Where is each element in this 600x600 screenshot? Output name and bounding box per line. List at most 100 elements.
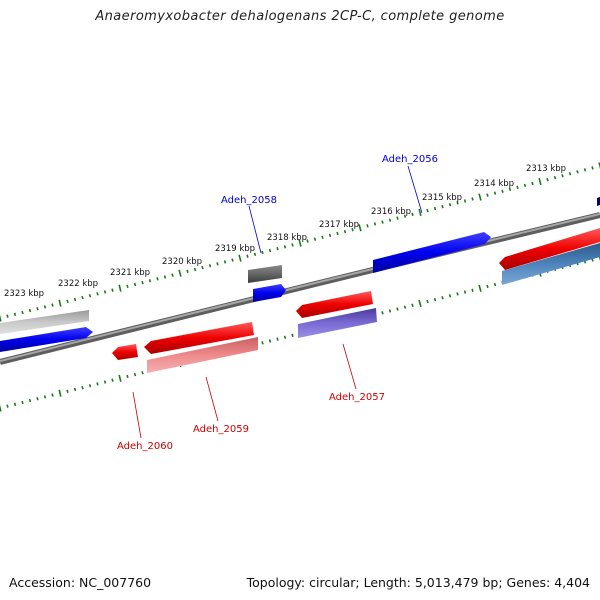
ruler-tick: [366, 224, 369, 228]
ruler-label: 2322 kbp: [58, 279, 98, 289]
ruler-tick: [306, 239, 309, 243]
ruler-tick: [591, 166, 594, 170]
gene-label-leader: [248, 205, 262, 254]
gene-label-adeh-2060[interactable]: Adeh_2060: [117, 441, 173, 452]
map-title: Anaeromyxobacter dehalogenans 2CP-C, com…: [95, 9, 505, 24]
ruler-tick: [471, 288, 474, 292]
ruler-label: 2319 kbp: [215, 244, 255, 254]
ruler-label: 2317 kbp: [319, 220, 359, 230]
ruler-tick: [351, 227, 354, 232]
ruler-tick: [418, 208, 422, 217]
gene-label-adeh-2059[interactable]: Adeh_2059: [193, 424, 249, 435]
ruler-tick: [238, 254, 242, 262]
gene-label-adeh-2058[interactable]: Adeh_2058: [221, 195, 277, 206]
ruler-label: 2323 kbp: [4, 289, 44, 299]
ruler-tick: [463, 290, 467, 294]
gene-adeh-2058[interactable]: [253, 284, 286, 302]
ruler-tick: [201, 265, 204, 270]
ruler-tick: [103, 290, 107, 294]
gene-label-leader: [205, 376, 219, 422]
ruler-tick: [561, 174, 564, 178]
gene-label-adeh-2057[interactable]: Adeh_2057: [329, 392, 385, 403]
feature-light-gray-forward[interactable]: [0, 310, 89, 334]
ruler-tick: [253, 252, 257, 257]
ruler-tick: [486, 284, 489, 289]
feature-steel-blue-forward[interactable]: [502, 243, 600, 285]
gene-adeh-2059-part[interactable]: [144, 322, 254, 354]
ruler-tick: [298, 239, 302, 247]
gene-adeh-2056[interactable]: [373, 232, 491, 273]
ruler-tick: [456, 201, 459, 205]
ruler-tick: [246, 254, 249, 258]
ruler-tick: [576, 170, 579, 174]
ruler-tick: [43, 305, 47, 309]
ruler-tick: [268, 339, 272, 343]
ruler-tick: [546, 177, 549, 182]
ruler-tick: [0, 404, 2, 412]
ruler-tick: [598, 162, 600, 170]
ruler-tick: [508, 187, 512, 192]
ruler-tick: [118, 284, 122, 292]
ruler-tick: [268, 248, 272, 253]
gene-adeh-2057-part[interactable]: [296, 291, 373, 318]
ruler-tick: [403, 214, 407, 218]
gene-adeh-2060[interactable]: [112, 344, 138, 360]
ruler-tick: [6, 404, 9, 408]
ruler-tick: [403, 305, 407, 309]
feature-dark-gray-forward[interactable]: [248, 265, 282, 283]
ruler-tick: [396, 307, 399, 311]
ruler-tick: [568, 172, 572, 176]
ruler-tick: [103, 380, 107, 384]
ruler-tick: [441, 296, 444, 300]
ruler-tick: [388, 218, 392, 222]
feature-red-forward-right[interactable]: [499, 228, 600, 270]
ruler-tick: [51, 303, 54, 307]
ruler-tick: [261, 250, 264, 255]
ruler-tick: [36, 397, 39, 401]
ruler-label: 2313 kbp: [526, 164, 566, 174]
ruler-tick: [81, 385, 84, 390]
ruler-tick: [141, 280, 144, 285]
ruler-tick: [261, 341, 264, 345]
ruler-tick: [426, 208, 429, 213]
ruler-tick: [463, 199, 467, 203]
ruler-tick: [343, 229, 347, 234]
ruler-tick: [96, 292, 99, 296]
ruler-tick: [73, 297, 77, 302]
ruler-tick: [283, 245, 287, 249]
ruler-tick: [381, 220, 384, 224]
feature-blue-forward-left[interactable]: [0, 327, 93, 352]
ruler-tick: [373, 222, 377, 226]
ruler-tick: [321, 235, 324, 239]
ruler-tick: [133, 282, 137, 287]
ruler-label: 2314 kbp: [474, 179, 514, 189]
ruler-tick: [381, 311, 384, 315]
ruler-tick: [216, 262, 219, 266]
ruler-tick: [66, 389, 69, 394]
ruler-tick: [88, 294, 92, 298]
ruler-tick: [418, 299, 422, 308]
feature-navy-edge-forward[interactable]: [597, 197, 600, 206]
gene-adeh-2059[interactable]: [147, 337, 258, 373]
ruler-tick: [478, 284, 482, 292]
ruler-tick: [51, 393, 54, 397]
ruler-tick: [523, 183, 527, 188]
ruler-tick: [178, 269, 182, 277]
ruler-tick: [531, 181, 534, 186]
ruler-tick: [66, 299, 69, 304]
ruler-tick: [111, 378, 114, 382]
ruler-tick: [433, 297, 437, 302]
ruler-tick: [28, 398, 32, 403]
ruler-tick: [276, 246, 279, 251]
ruler-tick: [163, 275, 167, 279]
ruler-tick: [13, 312, 17, 317]
ruler-tick: [21, 310, 24, 315]
gene-label-adeh-2056[interactable]: Adeh_2056: [382, 154, 438, 165]
ruler-tick: [291, 333, 294, 338]
ruler-tick: [133, 372, 137, 377]
ruler-tick: [141, 371, 144, 375]
gene-adeh-2057[interactable]: [298, 308, 377, 338]
ruler-tick: [441, 204, 444, 209]
ruler-tick: [193, 267, 197, 272]
